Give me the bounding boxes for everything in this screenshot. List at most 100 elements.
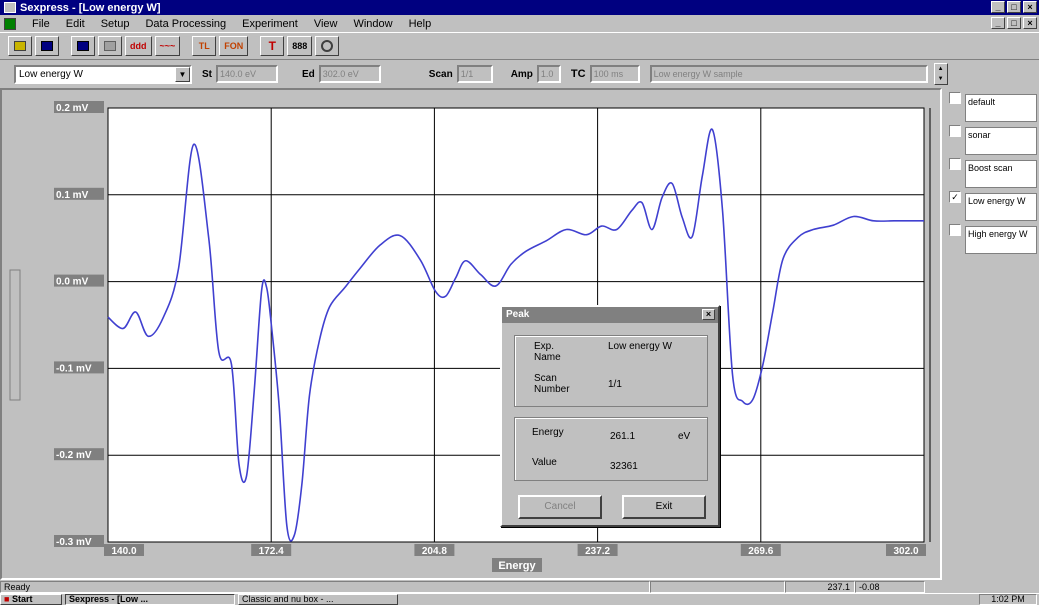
scan-number-value: 1/1 xyxy=(608,379,622,390)
x-tick-label: 204.8 xyxy=(422,546,447,557)
status-text: Ready xyxy=(0,580,650,593)
legend-checkbox[interactable] xyxy=(949,92,961,104)
menu-experiment[interactable]: Experiment xyxy=(242,17,298,30)
scan-number-label: Scan Number xyxy=(534,373,570,395)
status-bar: Ready 237.1 -0.08 xyxy=(0,580,1039,593)
menu-window[interactable]: Window xyxy=(353,17,393,30)
print-button[interactable] xyxy=(98,36,122,56)
amp-field[interactable]: 1.0 xyxy=(536,65,561,83)
toolbar: ddd ~~~ TL FON T 888 xyxy=(0,32,1039,60)
menu-help[interactable]: Help xyxy=(408,17,432,30)
menu-edit[interactable]: Edit xyxy=(65,17,85,30)
tc-label: TC xyxy=(570,68,586,80)
legend-label: High energy W xyxy=(965,226,1037,254)
legend-item[interactable]: ✓ Low energy W xyxy=(945,187,1039,221)
dialog-title-bar[interactable]: Peak × xyxy=(502,307,718,323)
menu-bar: File Edit Setup Data Processing Experime… xyxy=(0,15,1039,32)
tl-button[interactable]: TL xyxy=(192,36,217,56)
menu-view[interactable]: View xyxy=(313,17,338,30)
y-tick-label: -0.3 mV xyxy=(56,537,92,548)
cancel-button[interactable]: Cancel xyxy=(518,495,602,519)
comment-scroller[interactable]: ▲ ▼ xyxy=(933,63,948,85)
x-tick-label-bg xyxy=(251,544,292,556)
ed-field[interactable]: 302.0 eV xyxy=(318,65,381,83)
chevron-down-icon[interactable]: ▼ xyxy=(175,66,190,82)
minimize-button[interactable]: _ xyxy=(991,1,1005,13)
energy-value: 261.1 xyxy=(610,431,636,442)
disk-icon xyxy=(41,41,53,51)
title-buttons: _ □ × xyxy=(991,1,1037,13)
printer-icon xyxy=(104,41,116,51)
taskbar: ■ Start Sexpress - [Low ... Classic and … xyxy=(0,593,1039,605)
dialog-close-icon[interactable]: × xyxy=(702,309,715,320)
spectrum-chart[interactable]: 0.2 mV 0.1 mV 0.0 mV -0.1 mV -0.2 mV -0.3 mV 1… xyxy=(2,90,940,578)
legend-label: sonar xyxy=(965,127,1037,155)
scale-button[interactable]: 888 xyxy=(287,36,313,56)
legend-item[interactable]: sonar xyxy=(945,121,1039,155)
mdi-buttons: _ □ × xyxy=(991,17,1037,29)
save-button[interactable] xyxy=(35,36,59,56)
title-bar[interactable]: Sexpress - [Low energy W] _ □ × xyxy=(0,0,1039,15)
t-button[interactable]: T xyxy=(260,36,285,56)
window-title: Sexpress - [Low energy W] xyxy=(20,1,161,14)
menu-data-processing[interactable]: Data Processing xyxy=(145,17,227,30)
taskbar-clock: 1:02 PM xyxy=(979,594,1037,605)
spectrum-series-line xyxy=(107,128,924,542)
legend-checkbox[interactable] xyxy=(949,224,961,236)
legend-checkbox[interactable] xyxy=(949,158,961,170)
arrow-down-icon[interactable]: ▼ xyxy=(937,76,944,82)
ed-label: Ed xyxy=(302,68,315,80)
comment-field[interactable]: Low energy W sample xyxy=(649,65,928,83)
scan-label: Scan xyxy=(428,68,453,80)
legend-item[interactable]: High energy W xyxy=(945,220,1039,254)
legend-label: Low energy W xyxy=(965,193,1037,221)
scan-field[interactable]: 1/1 xyxy=(456,65,493,83)
legend-checkbox[interactable]: ✓ xyxy=(949,191,961,203)
menu-file[interactable]: File xyxy=(32,17,50,30)
open-button[interactable] xyxy=(8,36,32,56)
energy-label: Energy xyxy=(532,427,564,438)
close-button[interactable]: × xyxy=(1023,1,1037,13)
experiment-select[interactable]: Low energy W ▼ xyxy=(14,64,192,84)
zoom-button[interactable] xyxy=(315,36,340,56)
status-empty-pane xyxy=(650,580,785,593)
save-as-button[interactable] xyxy=(71,36,95,56)
legend-checkbox[interactable] xyxy=(949,125,961,137)
exp-name-value: Low energy W xyxy=(608,341,672,352)
parameter-bar: Low energy W ▼ St 140.0 eV Ed 302.0 eV S… xyxy=(0,60,1039,88)
x-axis-label-bg xyxy=(492,558,542,572)
x-readout: 237.1 xyxy=(785,580,855,593)
x-tick-label: 172.4 xyxy=(259,546,284,557)
menu-setup[interactable]: Setup xyxy=(100,17,130,30)
y-tick-label: -0.1 mV xyxy=(56,363,92,374)
st-field[interactable]: 140.0 eV xyxy=(216,65,278,83)
x-tick-label: 302.0 xyxy=(893,546,918,557)
smooth-button[interactable]: ~~~ xyxy=(154,36,181,56)
fon-button[interactable]: FON xyxy=(219,36,249,56)
exit-button[interactable]: Exit xyxy=(622,495,706,519)
y-axis-strip xyxy=(9,269,21,401)
legend-label: Boost scan xyxy=(965,160,1037,188)
legend-item[interactable]: default xyxy=(945,88,1039,122)
legend-item[interactable]: Boost scan xyxy=(945,154,1039,188)
x-tick-label: 140.0 xyxy=(111,546,136,557)
task-sexpress[interactable]: Sexpress - [Low ... xyxy=(65,594,235,605)
arrow-up-icon[interactable]: ▲ xyxy=(937,66,944,72)
dialog-title: Peak xyxy=(506,309,530,320)
amp-label: Amp xyxy=(510,68,533,80)
task-classic[interactable]: Classic and nu box - ... xyxy=(238,594,398,605)
mdi-minimize-button[interactable]: _ xyxy=(991,17,1005,29)
x-axis-label: Energy xyxy=(498,560,536,572)
start-button[interactable]: ■ Start xyxy=(0,594,62,605)
maximize-button[interactable]: □ xyxy=(1007,1,1021,13)
peak-dialog[interactable]: Peak × Exp. Name Low energy W Scan Numbe… xyxy=(500,305,720,527)
x-tick-label-bg xyxy=(740,544,781,556)
ddd-button[interactable]: ddd xyxy=(125,36,152,56)
x-tick-label-bg xyxy=(104,544,144,556)
mdi-close-button[interactable]: × xyxy=(1023,17,1037,29)
tc-field[interactable]: 100 ms xyxy=(589,65,640,83)
plot-area[interactable]: 0.2 mV 0.1 mV 0.0 mV -0.1 mV -0.2 mV -0.3 mV 1… xyxy=(0,88,942,580)
value-label: Value xyxy=(532,457,557,468)
document-icon[interactable] xyxy=(4,17,16,30)
mdi-restore-button[interactable]: □ xyxy=(1007,17,1021,29)
